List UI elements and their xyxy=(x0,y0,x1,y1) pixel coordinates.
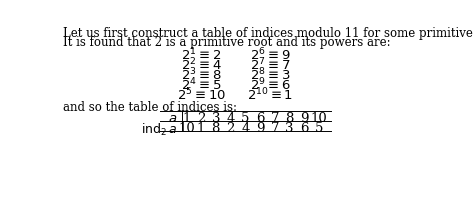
Text: 5: 5 xyxy=(241,112,249,125)
Text: $2^8 \equiv 3$: $2^8 \equiv 3$ xyxy=(250,67,290,83)
Text: 2: 2 xyxy=(197,112,205,125)
Text: 3: 3 xyxy=(285,122,294,135)
Text: 6: 6 xyxy=(256,112,264,125)
Text: 3: 3 xyxy=(211,112,220,125)
Text: $2^9 \equiv 6$: $2^9 \equiv 6$ xyxy=(250,77,291,93)
Text: It is found that 2 is a primitive root and its powers are:: It is found that 2 is a primitive root a… xyxy=(63,36,391,49)
Text: $2^1 \equiv 2$: $2^1 \equiv 2$ xyxy=(181,47,221,63)
Text: 7: 7 xyxy=(271,122,279,135)
Text: 7: 7 xyxy=(271,112,279,125)
Text: $2^4 \equiv 5$: $2^4 \equiv 5$ xyxy=(181,77,221,93)
Text: $2^{10} \equiv 1$: $2^{10} \equiv 1$ xyxy=(247,87,293,103)
Text: 8: 8 xyxy=(285,112,293,125)
Text: and so the table of indices is:: and so the table of indices is: xyxy=(63,101,237,114)
Text: 8: 8 xyxy=(211,122,220,135)
Text: 1: 1 xyxy=(182,112,191,125)
Text: $2^5 \equiv 10$: $2^5 \equiv 10$ xyxy=(177,87,226,103)
Text: $\mathrm{ind}_2\, a$: $\mathrm{ind}_2\, a$ xyxy=(141,122,177,138)
Text: 10: 10 xyxy=(178,122,195,135)
Text: $2^3 \equiv 8$: $2^3 \equiv 8$ xyxy=(181,67,221,83)
Text: 5: 5 xyxy=(315,122,323,135)
Text: 10: 10 xyxy=(310,112,327,125)
Text: 4: 4 xyxy=(227,112,235,125)
Text: Let us first construct a table of indices modulo 11 for some primitive root.: Let us first construct a table of indice… xyxy=(63,27,474,40)
Text: 6: 6 xyxy=(300,122,309,135)
Text: $a$: $a$ xyxy=(168,112,177,125)
Text: $2^7 \equiv 7$: $2^7 \equiv 7$ xyxy=(250,57,290,73)
Text: 9: 9 xyxy=(256,122,264,135)
Text: 9: 9 xyxy=(300,112,309,125)
Text: $2^6 \equiv 9$: $2^6 \equiv 9$ xyxy=(250,47,291,63)
Text: 4: 4 xyxy=(241,122,249,135)
Text: 2: 2 xyxy=(227,122,235,135)
Text: 1: 1 xyxy=(197,122,205,135)
Text: $2^2 \equiv 4$: $2^2 \equiv 4$ xyxy=(181,57,221,73)
